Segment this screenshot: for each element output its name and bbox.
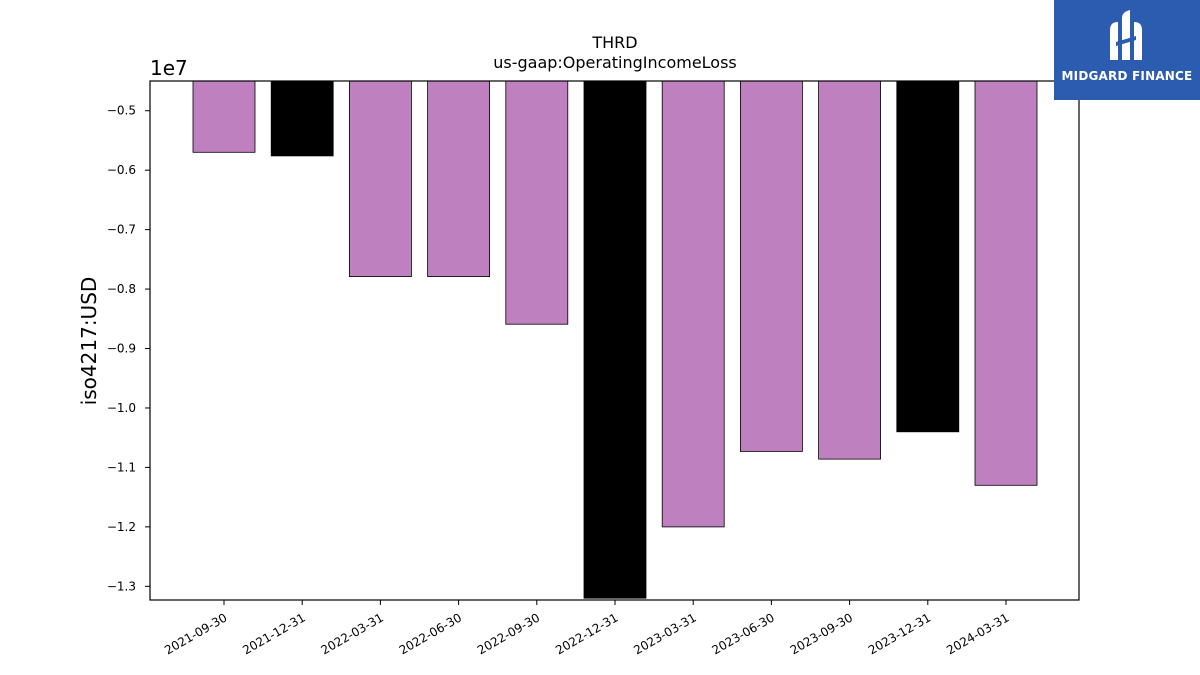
bar-2021-09-30	[192, 80, 256, 153]
x-tick-label: 2022-12-31	[553, 610, 620, 657]
bars-group	[192, 80, 1038, 599]
chart-title: THRD	[591, 33, 637, 52]
x-tick-label: 2022-06-30	[397, 610, 464, 657]
y-tick-label: −0.5	[107, 104, 136, 118]
y-tick-label: −0.9	[107, 342, 136, 356]
bar-2023-03-31	[661, 80, 725, 528]
x-tick-label: 2021-12-31	[240, 610, 307, 657]
y-axis-label: iso4217:USD	[77, 277, 101, 406]
bar-2024-03-31	[974, 80, 1038, 486]
logo-text: MIDGARD FINANCE	[1061, 69, 1193, 83]
y-tick-label: −1.0	[107, 401, 136, 415]
midgard-finance-logo: MIDGARD FINANCE	[1054, 0, 1200, 100]
bar-2022-06-30	[427, 80, 491, 278]
bar-2021-12-31	[270, 80, 334, 157]
y-tick-label: −1.1	[107, 460, 136, 474]
chart-subtitle: us-gaap:OperatingIncomeLoss	[493, 53, 737, 72]
bar-2023-09-30	[818, 80, 881, 460]
x-tick-label: 2022-09-30	[475, 610, 542, 657]
y-tick-label: −1.3	[107, 579, 136, 593]
bar-2023-06-30	[740, 80, 803, 452]
bar-2022-03-31	[348, 80, 412, 278]
x-tick-label: 2023-06-30	[709, 610, 776, 657]
x-tick-label: 2023-09-30	[788, 610, 855, 657]
bar-2022-12-31	[583, 80, 647, 599]
midgard-logo-icon	[1110, 10, 1142, 60]
y-tick-label: −0.8	[107, 282, 136, 296]
x-tick-label: 2021-09-30	[162, 610, 229, 657]
y-tick-label: −1.2	[107, 520, 136, 534]
x-tick-label: 2022-03-31	[318, 610, 385, 657]
x-axis-ticks: 2021-09-30 2021-12-31 2022-03-31 2022-06-30…	[162, 600, 1012, 657]
y-axis-offset-label: 1e7	[150, 56, 188, 80]
x-tick-label: 2023-03-31	[631, 610, 698, 657]
bar-2023-12-31	[896, 80, 960, 433]
bar-2022-09-30	[505, 80, 569, 325]
x-tick-label: 2023-12-31	[866, 610, 933, 657]
y-tick-label: −0.6	[107, 163, 136, 177]
y-tick-label: −0.7	[107, 223, 136, 237]
y-axis-ticks: −0.5 −0.6 −0.7 −0.8 −0.9 −1.0 −1.1 −1.2 −1.3	[107, 104, 150, 593]
x-tick-label: 2024-03-31	[944, 610, 1011, 657]
plot-frame	[149, 80, 1080, 601]
